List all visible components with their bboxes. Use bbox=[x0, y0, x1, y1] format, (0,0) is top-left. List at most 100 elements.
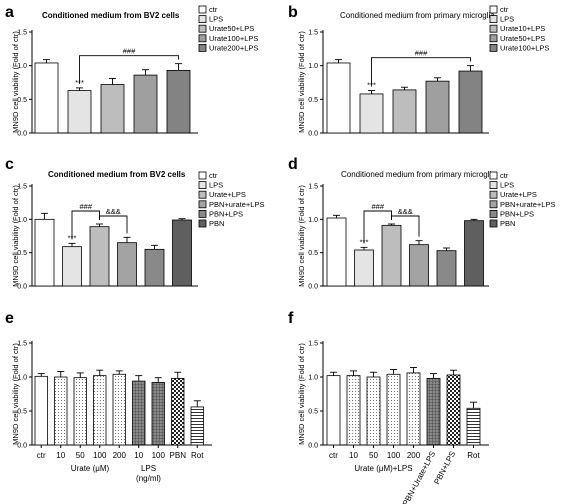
y-tick-label: 1.0 bbox=[17, 63, 27, 70]
x-category-label: 200 bbox=[407, 451, 421, 460]
significance-label: ### bbox=[79, 202, 92, 211]
legend-entry: Urate200+LPS bbox=[209, 43, 258, 52]
x-category-label: ctr bbox=[37, 451, 46, 460]
bar-LPS bbox=[359, 93, 384, 134]
significance-label: ### bbox=[415, 49, 428, 58]
panel-label-a: a bbox=[5, 4, 14, 21]
y-tick-label: 1.5 bbox=[17, 341, 27, 348]
y-axis-label: MN9D cell viability (Fold of ctr) bbox=[11, 343, 20, 445]
bar-PBN bbox=[172, 219, 192, 287]
legend-entry: LPS bbox=[500, 181, 514, 190]
y-tick-label: 0.0 bbox=[17, 284, 27, 291]
legend-entry: ctr bbox=[500, 171, 509, 180]
y-axis-label: MN9D cell viability (Fold of ctr) bbox=[297, 185, 306, 287]
legend-swatch bbox=[198, 5, 207, 14]
legend-swatch bbox=[198, 219, 207, 228]
bar-50 bbox=[73, 377, 87, 446]
y-axis-label: MN9D cell viability (Fold of ctr) bbox=[11, 185, 20, 287]
x-category-label: 100 bbox=[152, 451, 166, 460]
bar-Urate100+LPS bbox=[133, 74, 158, 134]
legend-entry: PBN bbox=[209, 219, 224, 228]
legend-entry: Urate50+LPS bbox=[500, 34, 545, 43]
bar-LPS bbox=[354, 249, 374, 287]
bar-200 bbox=[112, 373, 126, 446]
bar-200 bbox=[406, 372, 421, 446]
panel-a: Conditioned medium from BV2 cells 0.0 0.5 1… bbox=[11, 5, 258, 138]
bar-50 bbox=[366, 376, 381, 446]
bar-Urate200+LPS bbox=[166, 69, 191, 134]
y-tick-label: 0.5 bbox=[308, 250, 318, 257]
bar-PBN+LPS bbox=[144, 248, 165, 287]
legend-entry: Urate100+LPS bbox=[209, 34, 258, 43]
x-category-label: 10 bbox=[56, 451, 65, 460]
panel-b: Conditioned medium from primary microgli… bbox=[297, 5, 549, 138]
legend-swatch bbox=[489, 190, 498, 199]
y-tick-label: 1.0 bbox=[17, 375, 27, 382]
legend-swatch bbox=[489, 44, 498, 52]
y-tick-label: 1.0 bbox=[17, 217, 27, 224]
legend-swatch bbox=[489, 171, 498, 180]
legend-swatch bbox=[198, 24, 207, 33]
legend-swatch bbox=[489, 219, 498, 228]
significance-bracket bbox=[79, 55, 179, 84]
y-tick-label: 0.5 bbox=[17, 250, 27, 257]
x-category-label: 50 bbox=[76, 451, 85, 460]
bar-ctr bbox=[34, 218, 55, 287]
y-tick-label: 1.5 bbox=[308, 341, 318, 348]
legend-swatch bbox=[198, 171, 207, 180]
bar-Rot bbox=[466, 407, 481, 446]
y-axis-label: MN9D cell viability (Fold of ctr) bbox=[297, 31, 306, 133]
y-tick-label: 1.0 bbox=[308, 63, 318, 70]
significance-bracket bbox=[71, 210, 100, 240]
panel-c-title: Conditioned medium from BV2 cells bbox=[48, 170, 186, 179]
legend-entry: Urate100+LPS bbox=[500, 43, 549, 52]
bar-Urate+LPS bbox=[381, 224, 402, 287]
y-tick-label: 0.0 bbox=[308, 284, 318, 291]
x-category-label: 10 bbox=[134, 451, 143, 460]
legend-swatch bbox=[198, 34, 207, 43]
bar-LPS bbox=[67, 90, 92, 134]
legend-swatch bbox=[489, 209, 498, 218]
bar-ctr bbox=[326, 217, 347, 287]
y-tick-label: 1.0 bbox=[308, 217, 318, 224]
y-axis-label: MN9D cell viability (Fold of ctr) bbox=[297, 343, 306, 445]
bar-Urate+LPS bbox=[89, 226, 110, 287]
legend-entry: ctr bbox=[209, 171, 218, 180]
legend-swatch bbox=[489, 34, 498, 43]
legend-entry: LPS bbox=[209, 15, 223, 24]
legend-entry: LPS bbox=[500, 15, 514, 24]
x-category-label: 100 bbox=[93, 451, 107, 460]
legend-entry: LPS bbox=[209, 181, 223, 190]
bar-Urate50+LPS bbox=[100, 84, 125, 134]
legend-entry: Urate+LPS bbox=[500, 190, 537, 199]
significance-bracket bbox=[391, 215, 420, 237]
significance-label: &&& bbox=[106, 207, 121, 216]
legend-swatch bbox=[198, 200, 207, 209]
legend-entry: ctr bbox=[500, 5, 509, 14]
legend-swatch bbox=[489, 200, 498, 209]
y-tick-label: 1.5 bbox=[17, 184, 27, 191]
y-tick-label: 0.0 bbox=[308, 443, 318, 450]
group-label-lps-unit: (ng/ml) bbox=[136, 474, 161, 483]
x-category-label: 100 bbox=[387, 451, 401, 460]
x-category-label: PBN bbox=[170, 451, 187, 460]
legend-swatch bbox=[198, 15, 207, 24]
legend-swatch bbox=[198, 190, 207, 199]
x-category-label: Rot bbox=[467, 451, 480, 460]
bar-Urate10+LPS bbox=[392, 89, 417, 134]
significance-label: &&& bbox=[398, 207, 413, 216]
legend-swatch bbox=[198, 181, 207, 190]
y-tick-label: 0.5 bbox=[17, 409, 27, 416]
bar-PBN bbox=[171, 377, 185, 446]
significance-bracket bbox=[99, 215, 128, 234]
y-tick-label: 0.5 bbox=[17, 97, 27, 104]
y-axis-label: MN9D cell viability (Fold of ctr) bbox=[11, 31, 20, 133]
bar-ctr bbox=[34, 62, 59, 134]
bar-100 bbox=[386, 373, 401, 446]
legend-entry: PBN+LPS bbox=[209, 209, 243, 218]
y-tick-label: 1.5 bbox=[17, 30, 27, 37]
bar-ctr bbox=[34, 375, 48, 446]
